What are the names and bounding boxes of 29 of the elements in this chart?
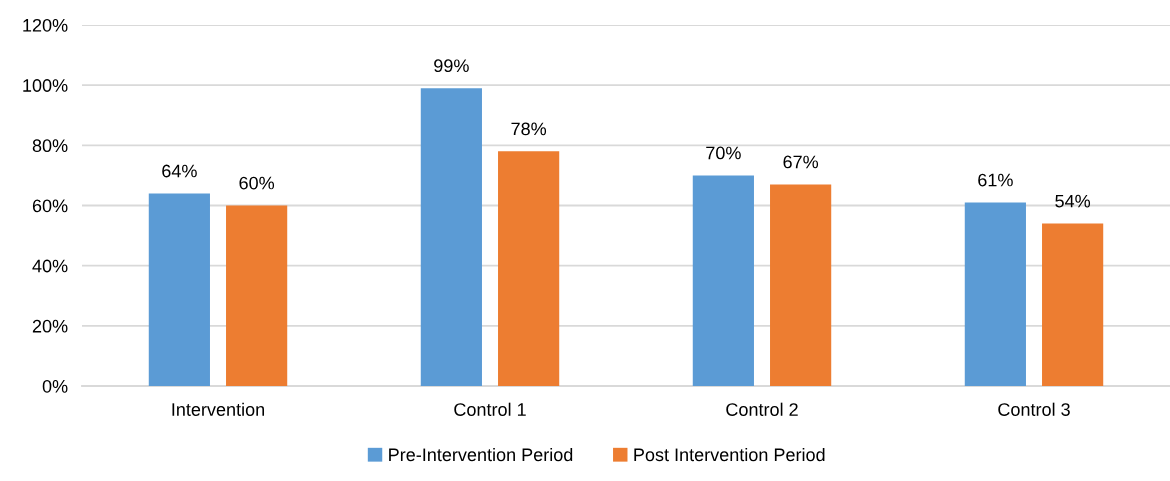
legend-label: Post Intervention Period	[634, 447, 825, 462]
x-tick-label: Control 3	[998, 402, 1070, 416]
data-label: 78%	[511, 122, 547, 136]
y-tick-label: 0%	[42, 379, 68, 393]
y-tick-label: 80%	[32, 139, 68, 153]
legend-label: Pre-Intervention Period	[389, 447, 573, 462]
data-label: 67%	[783, 155, 819, 169]
bar	[420, 88, 482, 386]
x-tick-label: Control 2	[726, 402, 798, 416]
bar	[498, 151, 560, 386]
y-tick-label: 40%	[32, 259, 68, 273]
bar	[1042, 223, 1104, 386]
data-label: 64%	[162, 164, 197, 178]
bar	[226, 205, 288, 386]
bar	[964, 202, 1026, 386]
data-label: 54%	[1055, 194, 1091, 208]
y-tick-label: 120%	[23, 18, 68, 32]
bar	[692, 175, 754, 386]
y-tick-label: 60%	[32, 199, 68, 213]
x-tick-label: Intervention	[172, 402, 265, 416]
data-label: 60%	[239, 176, 275, 190]
data-label: 70%	[706, 146, 741, 160]
data-label: 61%	[978, 173, 1013, 187]
y-tick-label: 100%	[23, 79, 68, 92]
x-tick-label: Control 1	[454, 402, 526, 416]
y-tick-label: 20%	[32, 319, 68, 333]
bar	[770, 184, 832, 386]
data-label: 99%	[434, 59, 469, 73]
bar	[148, 193, 210, 386]
